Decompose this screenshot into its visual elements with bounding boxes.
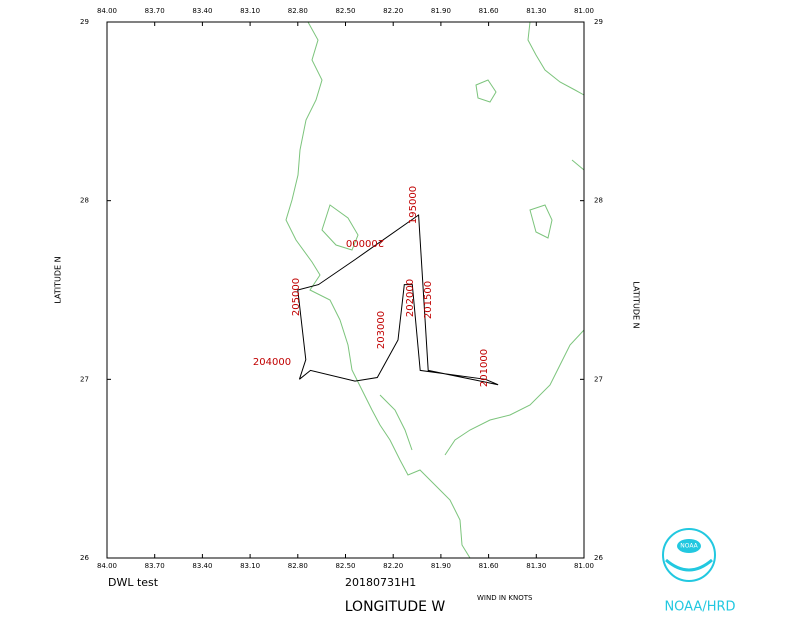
- y-tick-label: 27: [80, 375, 89, 383]
- x-tick-label: 83.70: [145, 562, 165, 570]
- y-tick-label: 26: [594, 554, 603, 562]
- x-tick-label: 84.00: [97, 7, 117, 15]
- title: DWL test: [108, 576, 159, 589]
- x-tick-label: 81.00: [574, 562, 594, 570]
- date: 20180731H1: [345, 576, 416, 589]
- y-tick-label: 29: [80, 18, 89, 26]
- x-tick-label: 81.00: [574, 7, 594, 15]
- time-label: 195000: [408, 186, 419, 224]
- flight-track: [297, 214, 499, 386]
- y-axis-label: LATITUDE N: [632, 281, 641, 328]
- x-tick-label: 82.20: [383, 7, 403, 15]
- x-tick-label: 84.00: [97, 562, 117, 570]
- x-tick-label: 81.90: [431, 562, 451, 570]
- x-tick-label: 82.50: [335, 562, 355, 570]
- time-label: 202000: [405, 279, 416, 317]
- x-tick-label: 82.80: [288, 7, 308, 15]
- time-label: 201500: [423, 281, 434, 319]
- x-tick-label: 83.10: [240, 7, 260, 15]
- logo-text: NOAA: [680, 543, 698, 550]
- noaa-logo: NOAA: [662, 528, 716, 582]
- x-tick-label: 83.40: [192, 7, 212, 15]
- x-tick-label: 81.60: [479, 562, 499, 570]
- x-tick-label: 82.80: [288, 562, 308, 570]
- x-tick-label: 82.20: [383, 562, 403, 570]
- x-axis-label: LONGITUDE W: [345, 599, 446, 615]
- wind-note: WIND IN KNOTS: [477, 594, 533, 602]
- y-tick-label: 28: [80, 197, 89, 205]
- time-label: 201000: [479, 349, 490, 387]
- y-tick-label: 29: [594, 18, 603, 26]
- logo-caption: NOAA/HRD: [664, 600, 735, 615]
- map-frame: [106, 21, 585, 559]
- x-tick-label: 83.40: [192, 562, 212, 570]
- time-label: 203000: [376, 311, 387, 349]
- time-label: 205000: [291, 278, 302, 316]
- coastline: [285, 21, 585, 559]
- x-tick-label: 82.50: [335, 7, 355, 15]
- x-tick-label: 81.30: [526, 7, 546, 15]
- y-tick-label: 26: [80, 554, 89, 562]
- x-tick-label: 81.30: [526, 562, 546, 570]
- x-tick-label: 83.70: [145, 7, 165, 15]
- x-tick-label: 83.10: [240, 562, 260, 570]
- x-tick-label: 81.90: [431, 7, 451, 15]
- time-label: 200000: [346, 237, 384, 248]
- x-tick-label: 81.60: [479, 7, 499, 15]
- time-label: 204000: [253, 357, 291, 368]
- y-tick-label: 28: [594, 197, 603, 205]
- y-tick-label: 27: [594, 375, 603, 383]
- y-axis-label: LATITUDE N: [54, 256, 63, 303]
